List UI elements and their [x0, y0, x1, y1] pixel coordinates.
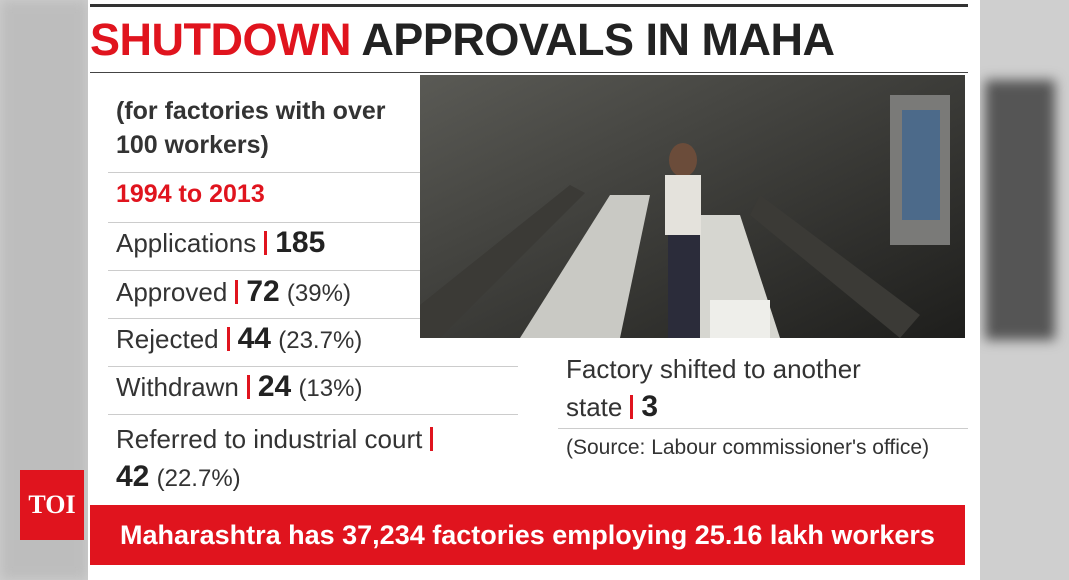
divider [108, 270, 518, 271]
separator [226, 327, 230, 351]
shifted-label: Factory shifted to another state [566, 354, 861, 422]
stat-row: Withdrawn 24 (13%) [116, 370, 362, 404]
source: (Source: Labour commissioner's office) [566, 436, 930, 459]
stat-label: Referred to industrial court [116, 424, 423, 454]
divider [558, 428, 968, 429]
stat-share: (23.7%) [278, 327, 363, 354]
divider [108, 318, 518, 319]
infographic: SHUTDOWN APPROVALS IN MAHA (for factorie… [88, 0, 980, 580]
rule [90, 72, 968, 73]
stat-value: 24 [257, 370, 292, 403]
separator [235, 280, 239, 304]
stat-label: Approved [116, 277, 228, 307]
separator [630, 395, 634, 419]
stat-share: (39%) [286, 280, 351, 307]
rule [90, 4, 968, 7]
banner: Maharashtra has 37,234 factories employi… [90, 505, 965, 565]
title-rest: APPROVALS IN MAHA [361, 14, 835, 65]
stat-row: Rejected 44 (23.7%) [116, 322, 362, 356]
title: SHUTDOWN APPROVALS IN MAHA [90, 14, 835, 66]
period: 1994 to 2013 [116, 180, 265, 208]
stat-share: (13%) [298, 375, 363, 402]
separator [430, 427, 434, 451]
divider [108, 222, 518, 223]
divider [108, 414, 518, 415]
stat-value: 72 [246, 275, 280, 308]
stat-label: Withdrawn [116, 372, 239, 402]
separator [246, 375, 250, 399]
shifted-value: 3 [641, 390, 659, 423]
stat-row: Referred to industrial court 42 (22.7%) [116, 420, 496, 498]
stat-share: (22.7%) [156, 465, 241, 492]
stat-value: 42 [116, 460, 150, 493]
stat-label: Applications [116, 228, 257, 258]
title-highlight: SHUTDOWN [90, 14, 351, 65]
subtitle: (for factories with over 100 workers) [116, 97, 386, 159]
separator [264, 231, 268, 255]
stat-row: Applications 185 [116, 226, 325, 260]
stat-value: 185 [275, 226, 326, 259]
photo [420, 75, 965, 338]
stat-value: 44 [237, 322, 271, 355]
background [985, 80, 1055, 340]
stat-row: Approved 72 (39%) [116, 275, 351, 309]
logo: TOI [20, 470, 84, 540]
divider [108, 172, 518, 173]
divider [108, 366, 518, 367]
shifted: Factory shifted to another state 3 [566, 350, 906, 426]
stat-label: Rejected [116, 324, 219, 354]
